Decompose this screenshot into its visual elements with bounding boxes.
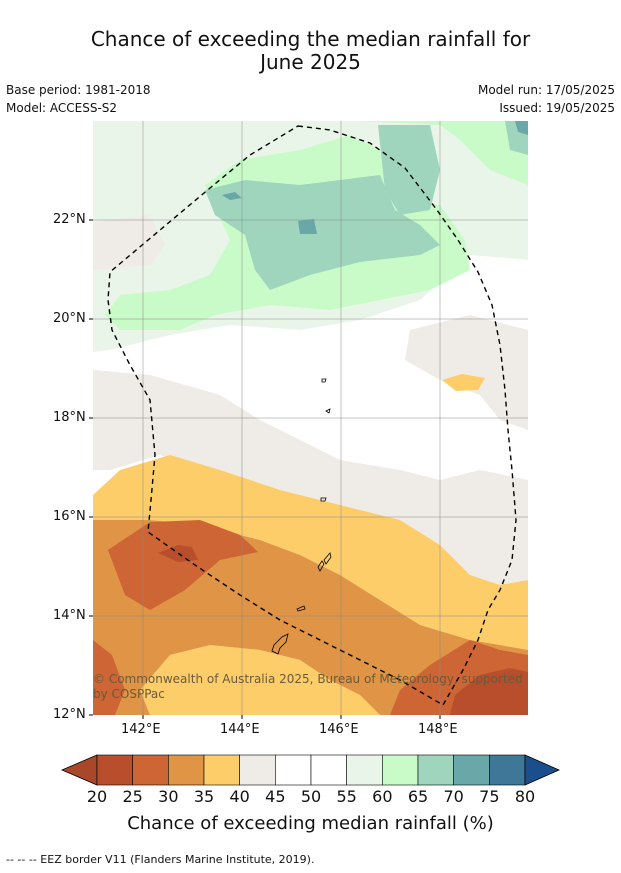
colorbar-tick-label: 70 (443, 787, 464, 806)
colorbar-tick-label: 35 (193, 787, 215, 806)
lat-label: 22°N (53, 212, 86, 227)
island-saipan (323, 552, 332, 565)
colorbar-segment (239, 754, 276, 786)
region-40-45-east (405, 315, 528, 430)
region-40-45-nw (93, 215, 165, 270)
title-line-1: Chance of exceeding the median rainfall … (90, 27, 531, 51)
region-70-75-c (515, 121, 528, 135)
meta-right: Model run: 17/05/2025 Issued: 19/05/2025 (478, 81, 615, 117)
region-40-45-mid (93, 370, 528, 585)
colorbar-segment (489, 754, 526, 786)
island-guam (271, 633, 289, 655)
colorbar-segment (168, 754, 205, 786)
lat-label: 14°N (53, 608, 86, 623)
island-rota (296, 605, 306, 612)
colorbar-tick-label: 65 (407, 787, 429, 806)
colorbar-tick-label: 40 (229, 787, 250, 806)
islands (271, 378, 332, 655)
colorbar-tick-label: 55 (336, 787, 357, 806)
lat-label: 12°N (53, 707, 86, 722)
base-period: Base period: 1981-2018 (6, 83, 151, 97)
lon-label: 142°E (121, 722, 161, 737)
island-tinian (317, 560, 325, 572)
model-run: Model run: 17/05/2025 (477, 83, 615, 97)
lat-label: 18°N (53, 410, 86, 425)
colorbar-segment (382, 754, 419, 786)
copyright-notice: © Commonwealth of Australia 2025, Bureau… (93, 672, 523, 701)
lat-label: 16°N (53, 509, 86, 524)
footer-note: -- -- -- EEZ border V11 (Flanders Marine… (6, 853, 315, 866)
meta-left: Base period: 1981-2018 Model: ACCESS-S2 (6, 81, 151, 117)
colorbar-tick-label: 20 (86, 787, 108, 806)
colorbar-segment (346, 754, 383, 786)
colorbar-segment (275, 754, 312, 786)
colorbar-segment (96, 754, 133, 786)
colorbar-segment (453, 754, 490, 786)
graticule (93, 121, 528, 715)
map-title: Chance of exceeding the median rainfall … (0, 28, 621, 74)
model-name: Model: ACCESS-S2 (6, 101, 118, 115)
lon-label: 144°E (220, 722, 260, 737)
colorbar-tick-label: 60 (372, 787, 393, 806)
colorbar-tick-label: 25 (122, 787, 143, 806)
eez-border (107, 125, 517, 706)
region-35-40-east-patch (442, 374, 485, 391)
region-20-25-se (450, 668, 528, 715)
island-pagan (325, 408, 331, 414)
colorbar-tick-label: 80 (514, 787, 536, 806)
colorbar-tick-label: 30 (158, 787, 179, 806)
region-60-65-ne (360, 121, 528, 185)
colorbar-tick-label: 50 (300, 787, 322, 806)
colorbar-segment (417, 754, 454, 786)
region-35-40-band (93, 455, 528, 650)
axis-ticks (89, 219, 441, 719)
region-25-30-sw (93, 640, 125, 715)
colorbar-extend-high (524, 754, 560, 786)
title-line-2: June 2025 (260, 50, 361, 74)
colorbar-segment (203, 754, 240, 786)
colorbar-tick-label: 45 (265, 787, 286, 806)
lon-label: 148°E (418, 722, 458, 737)
colorbar-label: Chance of exceeding median rainfall (%) (127, 813, 494, 834)
issued-date: Issued: 19/05/2025 (499, 101, 615, 115)
colorbar-tick-label: 75 (479, 787, 500, 806)
island-agrihan (321, 378, 327, 383)
region-70-75-b (222, 192, 242, 200)
region-70-75-a (298, 219, 317, 234)
colorbar-extend-low (60, 754, 98, 786)
lat-label: 20°N (53, 311, 86, 326)
region-25-30-west (108, 520, 258, 610)
lon-label: 146°E (319, 722, 359, 737)
region-35-40-sw (140, 645, 380, 715)
region-65-70-center (205, 175, 440, 290)
colorbar-segment (310, 754, 347, 786)
island-anatahan (320, 497, 327, 502)
colorbar (60, 754, 560, 786)
colorbar-segment (132, 754, 169, 786)
